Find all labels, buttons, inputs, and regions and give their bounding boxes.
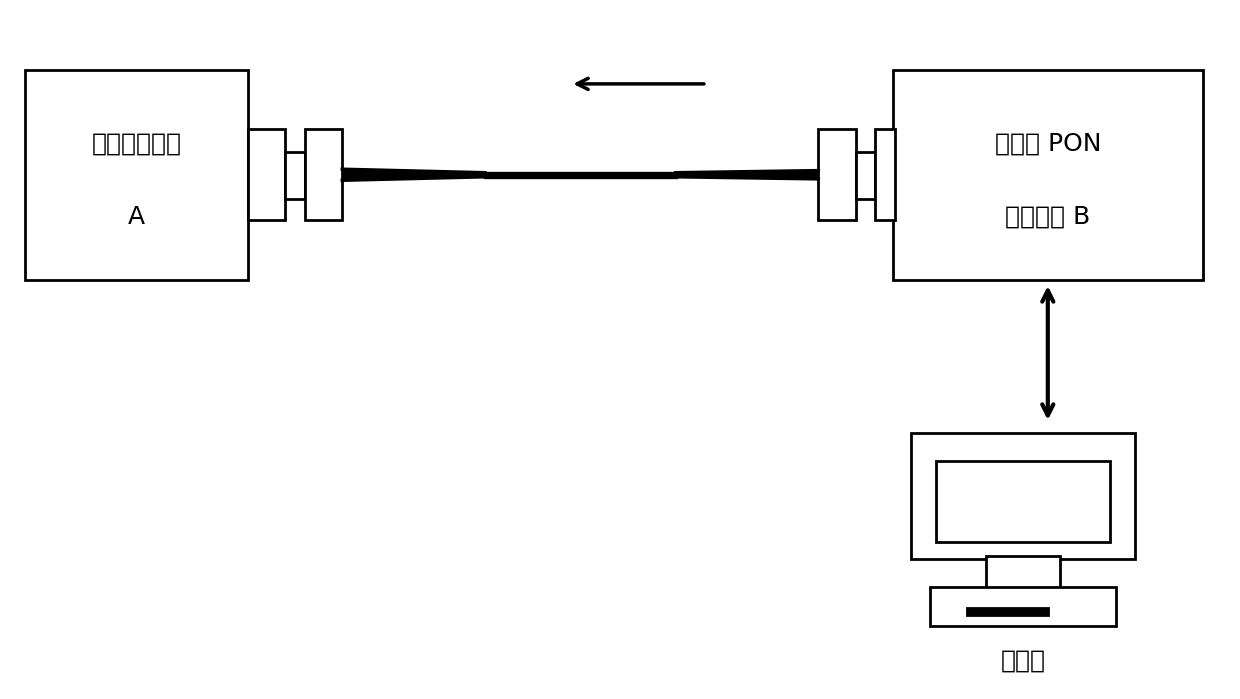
Bar: [893, 70, 1203, 280]
Bar: [818, 129, 856, 220]
Polygon shape: [342, 169, 818, 180]
Text: 标准光功率计: 标准光功率计: [92, 131, 181, 155]
Text: 待校准 PON: 待校准 PON: [994, 131, 1101, 155]
Bar: [25, 70, 248, 280]
Bar: [285, 152, 305, 199]
Bar: [875, 129, 895, 220]
Text: 计算机: 计算机: [1001, 649, 1045, 672]
Bar: [305, 129, 342, 220]
Text: A: A: [128, 205, 145, 229]
Bar: [930, 587, 1116, 626]
Bar: [936, 461, 1110, 542]
Bar: [986, 556, 1060, 591]
Bar: [856, 152, 875, 199]
Bar: [967, 608, 1048, 615]
Text: 网络设备 B: 网络设备 B: [1006, 205, 1090, 229]
Bar: [911, 433, 1135, 559]
Bar: [248, 129, 285, 220]
